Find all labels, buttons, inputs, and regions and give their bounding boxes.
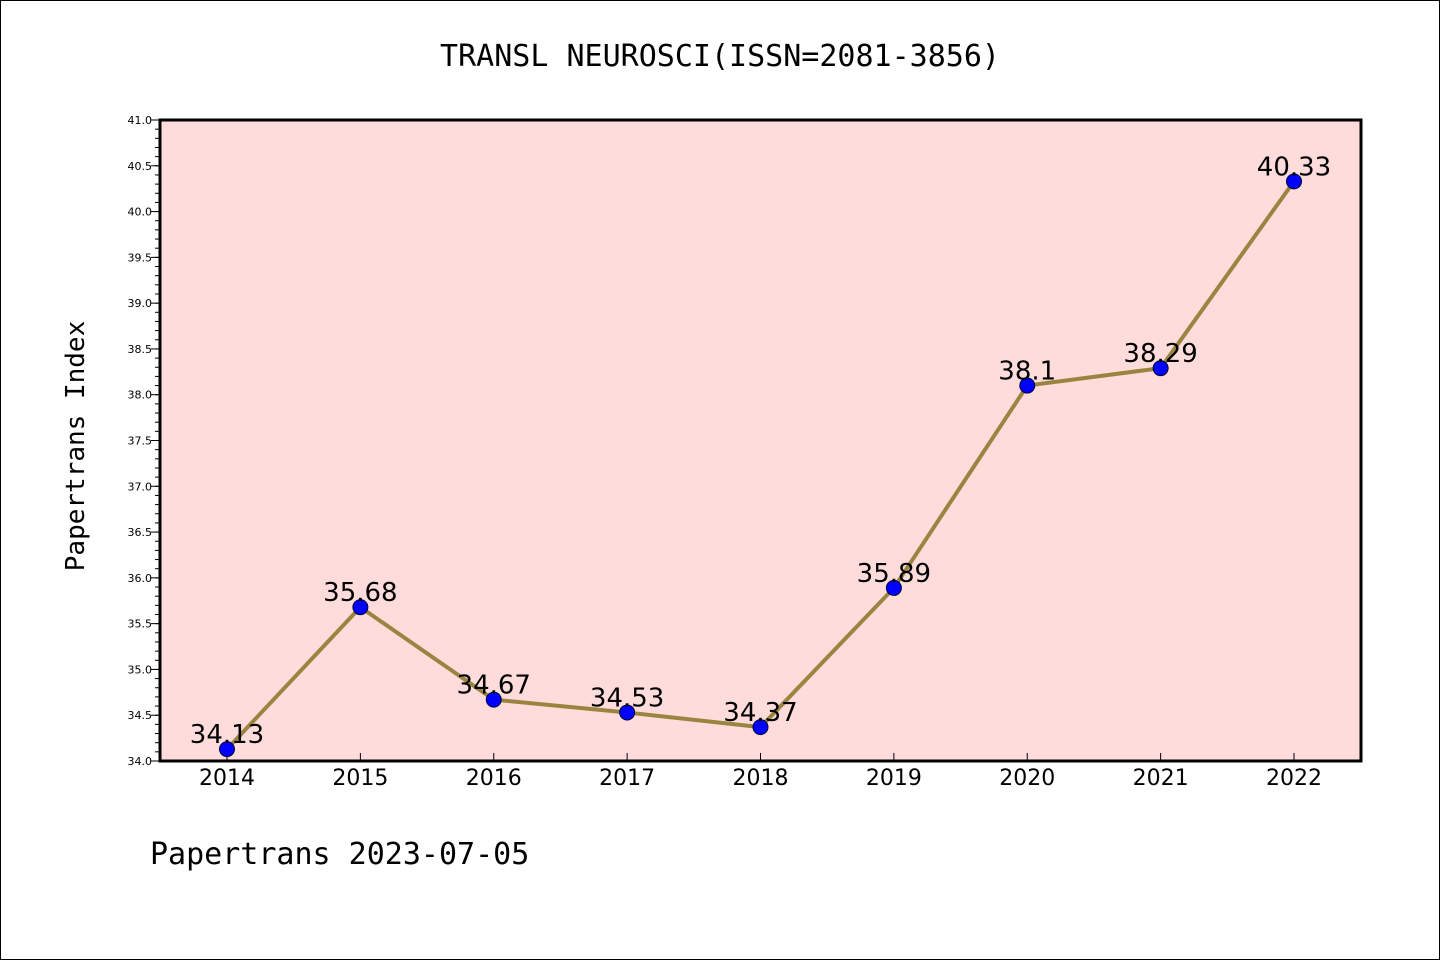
data-label: 34.67 — [457, 671, 531, 701]
chart-title: TRANSL NEUROSCI(ISSN=2081-3856) — [440, 39, 1000, 74]
x-tick-label: 2020 — [999, 766, 1055, 791]
data-label: 35.68 — [323, 578, 397, 608]
x-tick-label: 2021 — [1133, 766, 1189, 791]
data-labels: 34.13 35.68 34.67 34.53 34.37 35.89 38.1 38.29 4… — [190, 152, 1331, 750]
data-label: 40.33 — [1257, 152, 1331, 182]
data-point — [752, 719, 769, 736]
data-point — [352, 599, 369, 616]
y-tick-label: 39.0 — [128, 297, 153, 310]
y-tick-label: 36.5 — [128, 526, 153, 539]
data-point — [1286, 173, 1302, 190]
y-tick-label: 34.5 — [128, 709, 153, 722]
data-label: 38.1 — [998, 357, 1056, 387]
x-axis: 2014 2015 2016 2017 2018 2019 2020 2021 2022 — [199, 753, 1322, 791]
y-tick-label: 35.0 — [128, 663, 153, 676]
y-axis: 34.0 34.5 35.0 35.5 36.0 36.5 37.0 37.5 38.0 38.5… — [128, 114, 160, 768]
data-label: 35.89 — [857, 559, 931, 589]
x-tick-label: 2016 — [466, 766, 522, 791]
y-tick-label: 37.0 — [128, 480, 153, 493]
y-axis-label: Papertrans Index — [61, 321, 91, 571]
data-point — [619, 704, 636, 721]
data-label: 38.29 — [1123, 339, 1197, 369]
y-tick-label: 35.5 — [128, 618, 153, 631]
data-label: 34.37 — [723, 698, 797, 728]
x-tick-label: 2017 — [599, 766, 655, 791]
data-point — [485, 691, 502, 708]
y-tick-label: 34.0 — [128, 755, 153, 768]
y-tick-label: 38.0 — [128, 389, 153, 402]
y-tick-label: 41.0 — [128, 114, 153, 127]
data-point — [1019, 377, 1036, 394]
x-tick-label: 2014 — [199, 766, 255, 791]
y-tick-label: 37.5 — [128, 435, 153, 448]
data-point — [1152, 360, 1169, 377]
x-tick-label: 2018 — [733, 766, 789, 791]
data-label: 34.53 — [590, 683, 664, 713]
y-tick-label: 38.5 — [128, 343, 153, 356]
y-tick-label: 40.5 — [128, 160, 153, 173]
x-tick-label: 2022 — [1266, 766, 1322, 791]
footer-text: Papertrans 2023-07-05 — [150, 837, 529, 872]
data-point — [885, 579, 902, 596]
y-tick-label: 40.0 — [128, 206, 153, 219]
plot-area — [158, 118, 1363, 763]
data-point — [219, 741, 235, 758]
y-tick-label: 39.5 — [128, 251, 153, 264]
x-tick-label: 2019 — [866, 766, 922, 791]
series-markers — [219, 173, 1302, 758]
y-tick-label: 36.0 — [128, 572, 153, 585]
x-tick-label: 2015 — [332, 766, 388, 791]
data-label: 34.13 — [190, 720, 264, 750]
